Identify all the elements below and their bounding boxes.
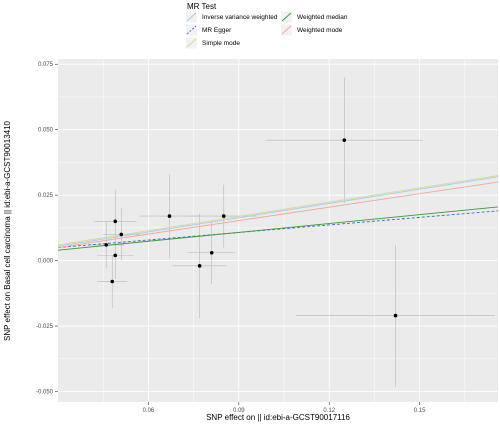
data-point: [113, 253, 118, 258]
legend-label: MR Egger: [202, 27, 232, 34]
legend-swatch: [186, 12, 197, 22]
data-point: [393, 313, 398, 318]
regression-line: [57, 181, 499, 248]
y-tick-label: 0.025: [38, 193, 54, 199]
data-point: [110, 279, 115, 284]
data-point: [113, 219, 118, 224]
x-axis-ticks: 0.06 0.09 0.12 0.15: [143, 402, 426, 414]
plot-panel: [58, 59, 498, 402]
legend-label: Weighted mode: [297, 27, 343, 34]
legend-label: Simple mode: [202, 40, 240, 47]
y-tick-label: 0.050: [38, 128, 54, 134]
y-tick-label: -0.050: [36, 390, 54, 396]
data-point: [104, 243, 109, 247]
y-axis-ticks: -0.050 -0.025 0.000 0.025 0.050 0.075: [36, 62, 58, 396]
regression-line: [57, 210, 499, 248]
legend-items: Inverse variance weighted MR Egger Simple …: [186, 11, 348, 49]
data-point: [197, 264, 202, 268]
x-tick-label: 0.06: [143, 408, 155, 414]
legend-title: MR Test: [187, 2, 217, 11]
data-point: [221, 214, 226, 218]
data-point: [209, 250, 214, 255]
regression-line: [57, 175, 499, 246]
legend-label: Inverse variance weighted: [202, 14, 278, 21]
regression-line: [57, 176, 499, 247]
y-tick-label: -0.025: [36, 324, 54, 330]
legend-label: Weighted median: [297, 14, 348, 21]
data-points: [104, 138, 398, 318]
legend-swatch: [281, 25, 292, 35]
data-point: [167, 214, 172, 218]
legend-swatch: [281, 12, 292, 22]
regression-lines: [57, 175, 499, 251]
y-axis-title: SNP effect on Basal cell carcinoma || id…: [3, 120, 12, 341]
legend-swatch: [186, 38, 197, 48]
error-bars: [88, 77, 495, 387]
y-tick-label: 0.075: [38, 62, 54, 68]
x-tick-label: 0.09: [233, 408, 245, 414]
y-tick-label: 0.000: [38, 259, 54, 265]
legend: MR Test Inverse variance weighted MR Egge…: [186, 2, 348, 49]
x-tick-label: 0.15: [414, 408, 426, 414]
grid: [58, 59, 498, 402]
legend-key: [186, 24, 197, 36]
x-axis-title: SNP effect on || id:ebi-a-GCST90017116: [206, 413, 350, 422]
data-point: [119, 232, 124, 237]
regression-line: [57, 206, 499, 251]
data-point: [342, 138, 347, 142]
x-tick-label: 0.12: [323, 408, 335, 414]
